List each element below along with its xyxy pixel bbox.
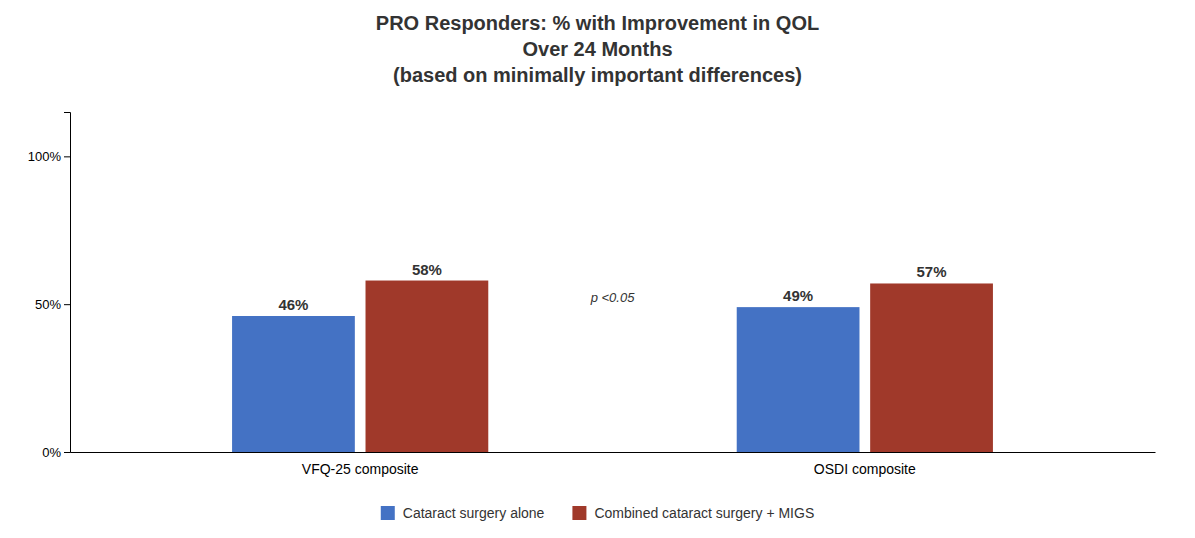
plot: 0% 50% 100% VFQ-25 composite OSDI composite 4… bbox=[28, 113, 1156, 477]
title-line: Over 24 Months bbox=[522, 38, 672, 60]
y-tick: 100% bbox=[28, 149, 70, 164]
y-tick-mark bbox=[64, 156, 70, 157]
bar bbox=[232, 316, 355, 452]
legend-item: Cataract surgery alone bbox=[381, 505, 545, 521]
y-tick-label: 100% bbox=[28, 149, 62, 164]
x-tick-label: VFQ-25 composite bbox=[302, 461, 419, 477]
y-tick-mark bbox=[64, 304, 70, 305]
x-tick: VFQ-25 composite bbox=[302, 461, 419, 477]
x-tick: OSDI composite bbox=[814, 461, 916, 477]
title-line: (based on minimally important difference… bbox=[393, 64, 802, 86]
title: PRO Responders: % with Improvement in QO… bbox=[376, 12, 819, 86]
legend-label: Combined cataract surgery + MIGS bbox=[594, 505, 814, 521]
y-tick: 0% bbox=[42, 445, 70, 460]
bar bbox=[870, 283, 993, 452]
bar bbox=[737, 307, 860, 452]
x-tick-label: OSDI composite bbox=[814, 461, 916, 477]
y-axis-line bbox=[64, 113, 71, 453]
chart: PRO Responders: % with Improvement in QO… bbox=[0, 0, 1195, 538]
y-tick-mark bbox=[64, 452, 70, 453]
bar bbox=[366, 281, 489, 452]
x-axis-line bbox=[71, 452, 1156, 453]
legend-label: Cataract surgery alone bbox=[403, 505, 545, 521]
data-label: 49% bbox=[783, 287, 813, 304]
bars bbox=[232, 281, 993, 452]
data-labels: 46% 49% 58% 57% bbox=[278, 261, 946, 313]
data-label: 57% bbox=[917, 263, 947, 280]
data-label: 46% bbox=[278, 296, 308, 313]
data-label: 58% bbox=[412, 261, 442, 278]
y-tick: 50% bbox=[35, 297, 70, 312]
legend: Cataract surgery alone Combined cataract … bbox=[381, 505, 814, 521]
legend-swatch bbox=[572, 506, 586, 520]
annotation: p <0.05 bbox=[590, 290, 636, 305]
x-axis: VFQ-25 composite OSDI composite bbox=[71, 453, 1156, 477]
legend-swatch bbox=[381, 506, 395, 520]
y-axis: 0% 50% 100% bbox=[28, 113, 71, 460]
title-line: PRO Responders: % with Improvement in QO… bbox=[376, 12, 819, 34]
y-tick-label: 0% bbox=[42, 445, 61, 460]
y-tick-label: 50% bbox=[35, 297, 61, 312]
legend-item: Combined cataract surgery + MIGS bbox=[572, 505, 814, 521]
